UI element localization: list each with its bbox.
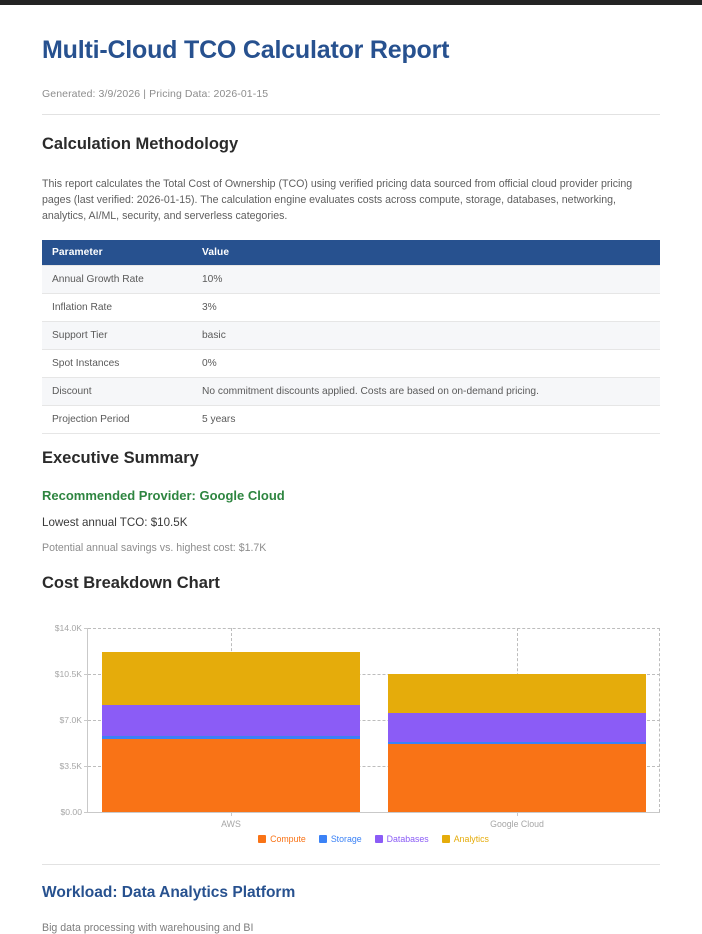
chart-segment-analytics[interactable]: [102, 651, 360, 706]
chart-x-tick-label: AWS: [221, 819, 241, 830]
table-row: Annual Growth Rate 10%: [42, 264, 660, 294]
table-row: Discount No commitment discounts applied…: [42, 377, 660, 406]
chart-gridline: [88, 720, 660, 722]
chart-segment-storage[interactable]: [388, 741, 646, 744]
cell-parameter: Annual Growth Rate: [42, 264, 192, 294]
divider-methodology: [42, 114, 660, 115]
workload-heading: Workload: Data Analytics Platform: [42, 884, 296, 902]
column-header-value: Value: [192, 239, 660, 266]
chart-segment-databases[interactable]: [388, 713, 646, 742]
chart-y-tick-label: $0.00: [60, 807, 82, 818]
lowest-tco: Lowest annual TCO: $10.5K: [42, 516, 188, 530]
table-row: Spot Instances 0%: [42, 349, 660, 378]
section-heading-methodology: Calculation Methodology: [42, 135, 239, 153]
cell-value: No commitment discounts applied. Costs a…: [192, 377, 660, 406]
legend-swatch-icon: [441, 835, 450, 844]
cell-value: 10%: [192, 264, 660, 294]
methodology-paragraph: This report calculates the Total Cost of…: [42, 177, 633, 223]
table-header-row: Parameter Value: [42, 239, 660, 266]
chart-legend: Compute Storage Databases Analytics: [87, 834, 660, 844]
table-row: Projection Period 5 years: [42, 405, 660, 434]
legend-item-analytics[interactable]: Analytics: [441, 834, 489, 845]
potential-savings: Potential annual savings vs. highest cos…: [42, 542, 267, 555]
cell-parameter: Projection Period: [42, 405, 192, 434]
chart-x-tick-label: Google Cloud: [490, 819, 544, 830]
top-dark-bar: [0, 0, 702, 5]
report-meta: Generated: 3/9/2026 | Pricing Data: 2026…: [42, 88, 269, 100]
cost-breakdown-chart: $0.00 $3.5K $7.0K $10.5K $14.0K AWS Google Clo…: [42, 620, 662, 850]
parameters-table: Parameter Value Annual Growth Rate 10% I…: [42, 239, 660, 434]
cell-value: 3%: [192, 293, 660, 322]
legend-label: Analytics: [453, 834, 489, 845]
chart-y-tick-label: $14.0K: [54, 623, 82, 634]
cell-value: 0%: [192, 349, 660, 378]
cell-parameter: Discount: [42, 377, 192, 406]
chart-y-tick-label: $3.5K: [59, 761, 82, 772]
section-heading-cost-breakdown: Cost Breakdown Chart: [42, 574, 220, 593]
legend-swatch-icon: [318, 835, 327, 844]
cell-value: 5 years: [192, 405, 660, 434]
cell-value: basic: [192, 321, 660, 350]
chart-y-tick-mark: [84, 720, 88, 722]
cell-parameter: Spot Instances: [42, 349, 192, 378]
table-row: Support Tier basic: [42, 321, 660, 350]
chart-segment-compute[interactable]: [388, 743, 646, 813]
workload-description: Big data processing with warehousing and…: [42, 922, 254, 934]
chart-y-tick-label: $10.5K: [54, 669, 82, 680]
column-header-parameter: Parameter: [42, 239, 192, 266]
report-page: Multi-Cloud TCO Calculator Report Genera…: [0, 35, 702, 934]
chart-x-tick-mark: [517, 812, 518, 817]
chart-segment-storage[interactable]: [102, 736, 360, 739]
chart-segment-databases[interactable]: [102, 705, 360, 737]
legend-item-databases[interactable]: Databases: [374, 834, 429, 845]
legend-swatch-icon: [374, 835, 383, 844]
chart-bar-google-cloud[interactable]: [388, 674, 646, 813]
cell-parameter: Inflation Rate: [42, 293, 192, 322]
chart-gridline: [88, 674, 660, 676]
chart-y-tick-label: $7.0K: [59, 715, 82, 726]
chart-gridline: [88, 628, 660, 630]
chart-vertical-gridline: [659, 628, 660, 813]
chart-plot-area: $0.00 $3.5K $7.0K $10.5K $14.0K AWS Google Clo…: [55, 623, 660, 829]
section-heading-executive-summary: Executive Summary: [42, 448, 199, 467]
chart-bar-aws[interactable]: [102, 651, 360, 813]
chart-y-tick-mark: [84, 674, 88, 676]
chart-y-tick-mark: [84, 766, 88, 768]
legend-label: Databases: [386, 834, 429, 845]
chart-segment-compute[interactable]: [102, 738, 360, 813]
legend-item-compute[interactable]: Compute: [258, 834, 306, 844]
legend-label: Storage: [330, 834, 362, 845]
chart-gridline: [88, 766, 660, 768]
legend-label: Compute: [270, 834, 306, 845]
divider-workload: [42, 864, 660, 866]
chart-y-tick-mark: [84, 628, 88, 630]
table-row: Inflation Rate 3%: [42, 293, 660, 322]
chart-y-tick-mark: [84, 812, 88, 814]
chart-segment-analytics[interactable]: [388, 674, 646, 714]
recommended-provider: Recommended Provider: Google Cloud: [42, 488, 285, 504]
cell-parameter: Support Tier: [42, 321, 192, 350]
legend-swatch-icon: [258, 835, 267, 844]
legend-item-storage[interactable]: Storage: [318, 834, 362, 845]
chart-x-tick-mark: [231, 812, 232, 817]
page-title: Multi-Cloud TCO Calculator Report: [42, 36, 450, 64]
